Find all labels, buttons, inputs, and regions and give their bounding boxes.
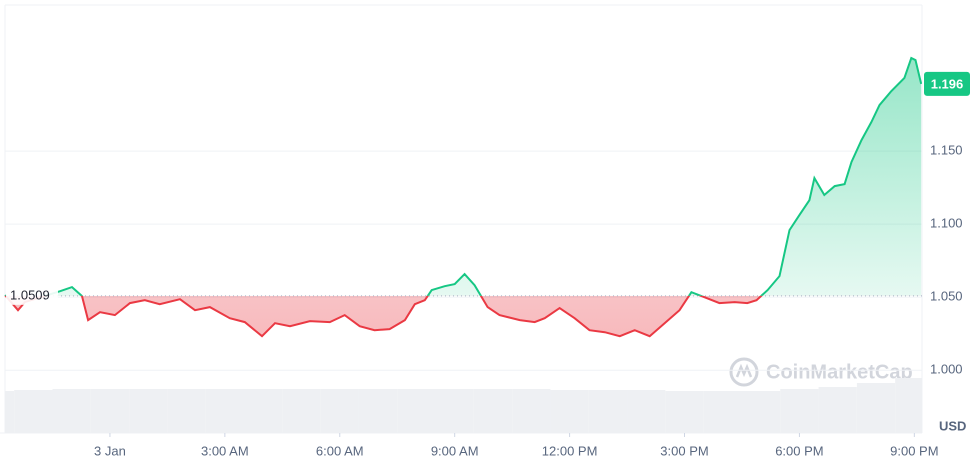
baseline-label: 1.0509 [10, 287, 50, 302]
volume-bar [52, 389, 91, 433]
x-tick-label: 3:00 PM [660, 443, 708, 458]
volume-bar [780, 389, 819, 433]
volume-bar [703, 391, 742, 433]
volume-bar [320, 389, 359, 433]
volume-bar [14, 390, 53, 433]
x-tick-label: 12:00 PM [542, 443, 598, 458]
volume-bar [818, 387, 857, 433]
volume-bar [205, 389, 245, 433]
volume-bar [129, 389, 168, 433]
y-tick-label: 1.050 [930, 289, 963, 304]
volume-bar [550, 390, 589, 433]
volume-bar [244, 389, 283, 433]
volume-bar [856, 383, 896, 433]
volume-bar [167, 389, 206, 433]
baseline-label-bg [6, 286, 58, 305]
volume-bar [397, 389, 436, 433]
y-tick-label: 1.000 [930, 362, 963, 377]
x-tick-label: 9:00 PM [890, 443, 938, 458]
price-line-up [4, 56, 922, 296]
area-up [5, 58, 922, 296]
y-tick-label: 1.150 [930, 143, 963, 158]
x-tick-label: 3 Jan [94, 443, 126, 458]
x-tick-label: 3:00 AM [201, 443, 249, 458]
volume-bar [588, 390, 628, 433]
volume-bar [435, 389, 474, 433]
volume-bar [512, 389, 551, 433]
volume-bar [741, 391, 781, 433]
volume-bar [282, 389, 321, 433]
y-unit: USD [939, 418, 966, 433]
x-tick-label: 6:00 AM [316, 443, 364, 458]
watermark-text: CoinMarketCap [766, 361, 913, 383]
last-price-label: 1.196 [931, 76, 964, 91]
area-down [5, 295, 762, 337]
volume-bar [473, 389, 513, 433]
volume-bar [665, 391, 704, 433]
watermark: CoinMarketCap [729, 357, 913, 387]
volume-bar [895, 378, 922, 433]
last-price-tag [924, 71, 970, 96]
volume-bar [90, 389, 130, 433]
volume-bar [358, 389, 398, 433]
price-line-down [4, 295, 763, 338]
volume-bar [627, 390, 666, 433]
x-tick-label: 6:00 PM [775, 443, 823, 458]
x-tick-label: 9:00 AM [431, 443, 479, 458]
volume-bar [5, 391, 15, 433]
y-tick-label: 1.100 [930, 216, 963, 231]
